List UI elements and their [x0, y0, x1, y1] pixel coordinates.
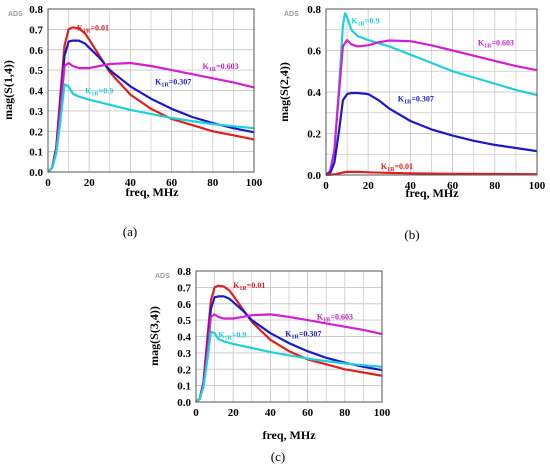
plot-frame	[325, 8, 538, 176]
y-tick-label: 0.6	[177, 299, 191, 311]
x-tick-label: 60	[166, 177, 178, 189]
series-label: K1R=0.603	[317, 312, 353, 323]
y-tick-label: 0.4	[307, 87, 321, 99]
series-label: K1R=0.01	[381, 162, 413, 173]
y-tick-label: 0.3	[29, 106, 43, 118]
x-tick-label: 100	[374, 407, 391, 419]
x-tick-label: 60	[302, 407, 314, 419]
y-tick-label: 0.7	[177, 282, 191, 294]
x-tick-label: 0	[193, 407, 199, 419]
x-axis-label: freq, MHz	[125, 185, 179, 199]
x-tick-label: 100	[246, 177, 263, 189]
series-line-k1r-0-603	[325, 39, 538, 176]
y-tick-label: 0.2	[29, 126, 43, 138]
y-axis-label: mag(S(2,4))	[277, 62, 291, 122]
x-axis-label: freq, MHz	[405, 186, 459, 200]
y-tick-label: 0.4	[29, 86, 43, 98]
y-tick-label: 0.5	[29, 65, 43, 77]
subfigure-caption: (c)	[271, 449, 285, 464]
x-tick-label: 80	[339, 407, 351, 419]
y-tick-label: 0.6	[29, 45, 43, 57]
ads-watermark: ADS	[155, 273, 170, 280]
y-tick-label: 0.1	[177, 381, 191, 393]
x-tick-label: 80	[207, 177, 219, 189]
y-tick-label: 0.2	[177, 364, 191, 376]
ads-watermark: ADS	[284, 11, 299, 18]
chart-a: K1R=0.01 K1R=0.307 K1R=0.603 K1R=0.9 ADS 0 20 4…	[1, 4, 263, 239]
x-tick-label: 60	[447, 180, 459, 192]
series-line-k1r-0-01	[325, 170, 538, 177]
y-tick-label: 0.5	[177, 315, 191, 327]
chart-b: K1R=0.9 K1R=0.603 K1R=0.307 K1R=0.01 ADS 0 20 4…	[277, 4, 546, 242]
subfigure-caption: (b)	[404, 227, 419, 242]
series-label: K1R=0.01	[77, 23, 109, 34]
x-tick-label: 0	[323, 180, 329, 192]
x-tick-label: 40	[405, 180, 417, 192]
series-label: K1R=0.01	[233, 281, 265, 292]
y-tick-label: 0.0	[177, 397, 191, 409]
y-tick-label: 0.1	[29, 147, 43, 159]
ads-watermark: ADS	[8, 11, 23, 18]
y-tick-label: 0.8	[177, 266, 191, 278]
y-tick-label: 0.3	[177, 348, 191, 360]
y-axis-label: mag(S(1,4))	[1, 60, 15, 120]
y-tick-label: 0.0	[307, 170, 321, 182]
y-tick-label: 0.8	[29, 4, 43, 16]
x-axis-label: freq, MHz	[262, 428, 316, 442]
series-label: K1R=0.9	[85, 87, 113, 98]
subfigure-caption: (a)	[123, 224, 137, 239]
x-tick-label: 20	[84, 177, 96, 189]
series-label: K1R=0.307	[155, 77, 191, 88]
series-line-k1r-0-307	[325, 91, 538, 176]
plot-frame	[195, 270, 383, 403]
x-tick-label: 20	[228, 407, 240, 419]
y-tick-label: 0.6	[307, 46, 321, 58]
x-tick-label: 40	[125, 177, 137, 189]
y-tick-label: 0.2	[307, 129, 321, 141]
x-tick-label: 40	[265, 407, 277, 419]
y-tick-label: 0.4	[177, 332, 191, 344]
x-tick-label: 20	[363, 180, 375, 192]
x-tick-label: 80	[489, 180, 501, 192]
x-tick-label: 100	[529, 180, 546, 192]
series-label: K1R=0.307	[285, 330, 321, 341]
series-label: K1R=0.307	[398, 94, 434, 105]
series-label: K1R=0.9	[351, 17, 379, 28]
chart-c: K1R=0.01 K1R=0.307 K1R=0.603 K1R=0.9 ADS 0 20 4…	[147, 266, 391, 464]
series-label: K1R=0.603	[203, 62, 239, 73]
series-line-k1r-0-9	[47, 83, 255, 173]
y-tick-label: 0.0	[29, 167, 43, 179]
series-line-k1r-0-9	[195, 330, 383, 403]
series-label: K1R=0.9	[218, 330, 246, 341]
y-tick-label: 0.7	[29, 24, 43, 36]
y-axis-label: mag(S(3,4))	[147, 306, 161, 366]
y-tick-label: 0.8	[307, 4, 321, 16]
plot-frame	[47, 8, 255, 173]
series-label: K1R=0.603	[478, 38, 514, 49]
x-tick-label: 0	[45, 177, 51, 189]
